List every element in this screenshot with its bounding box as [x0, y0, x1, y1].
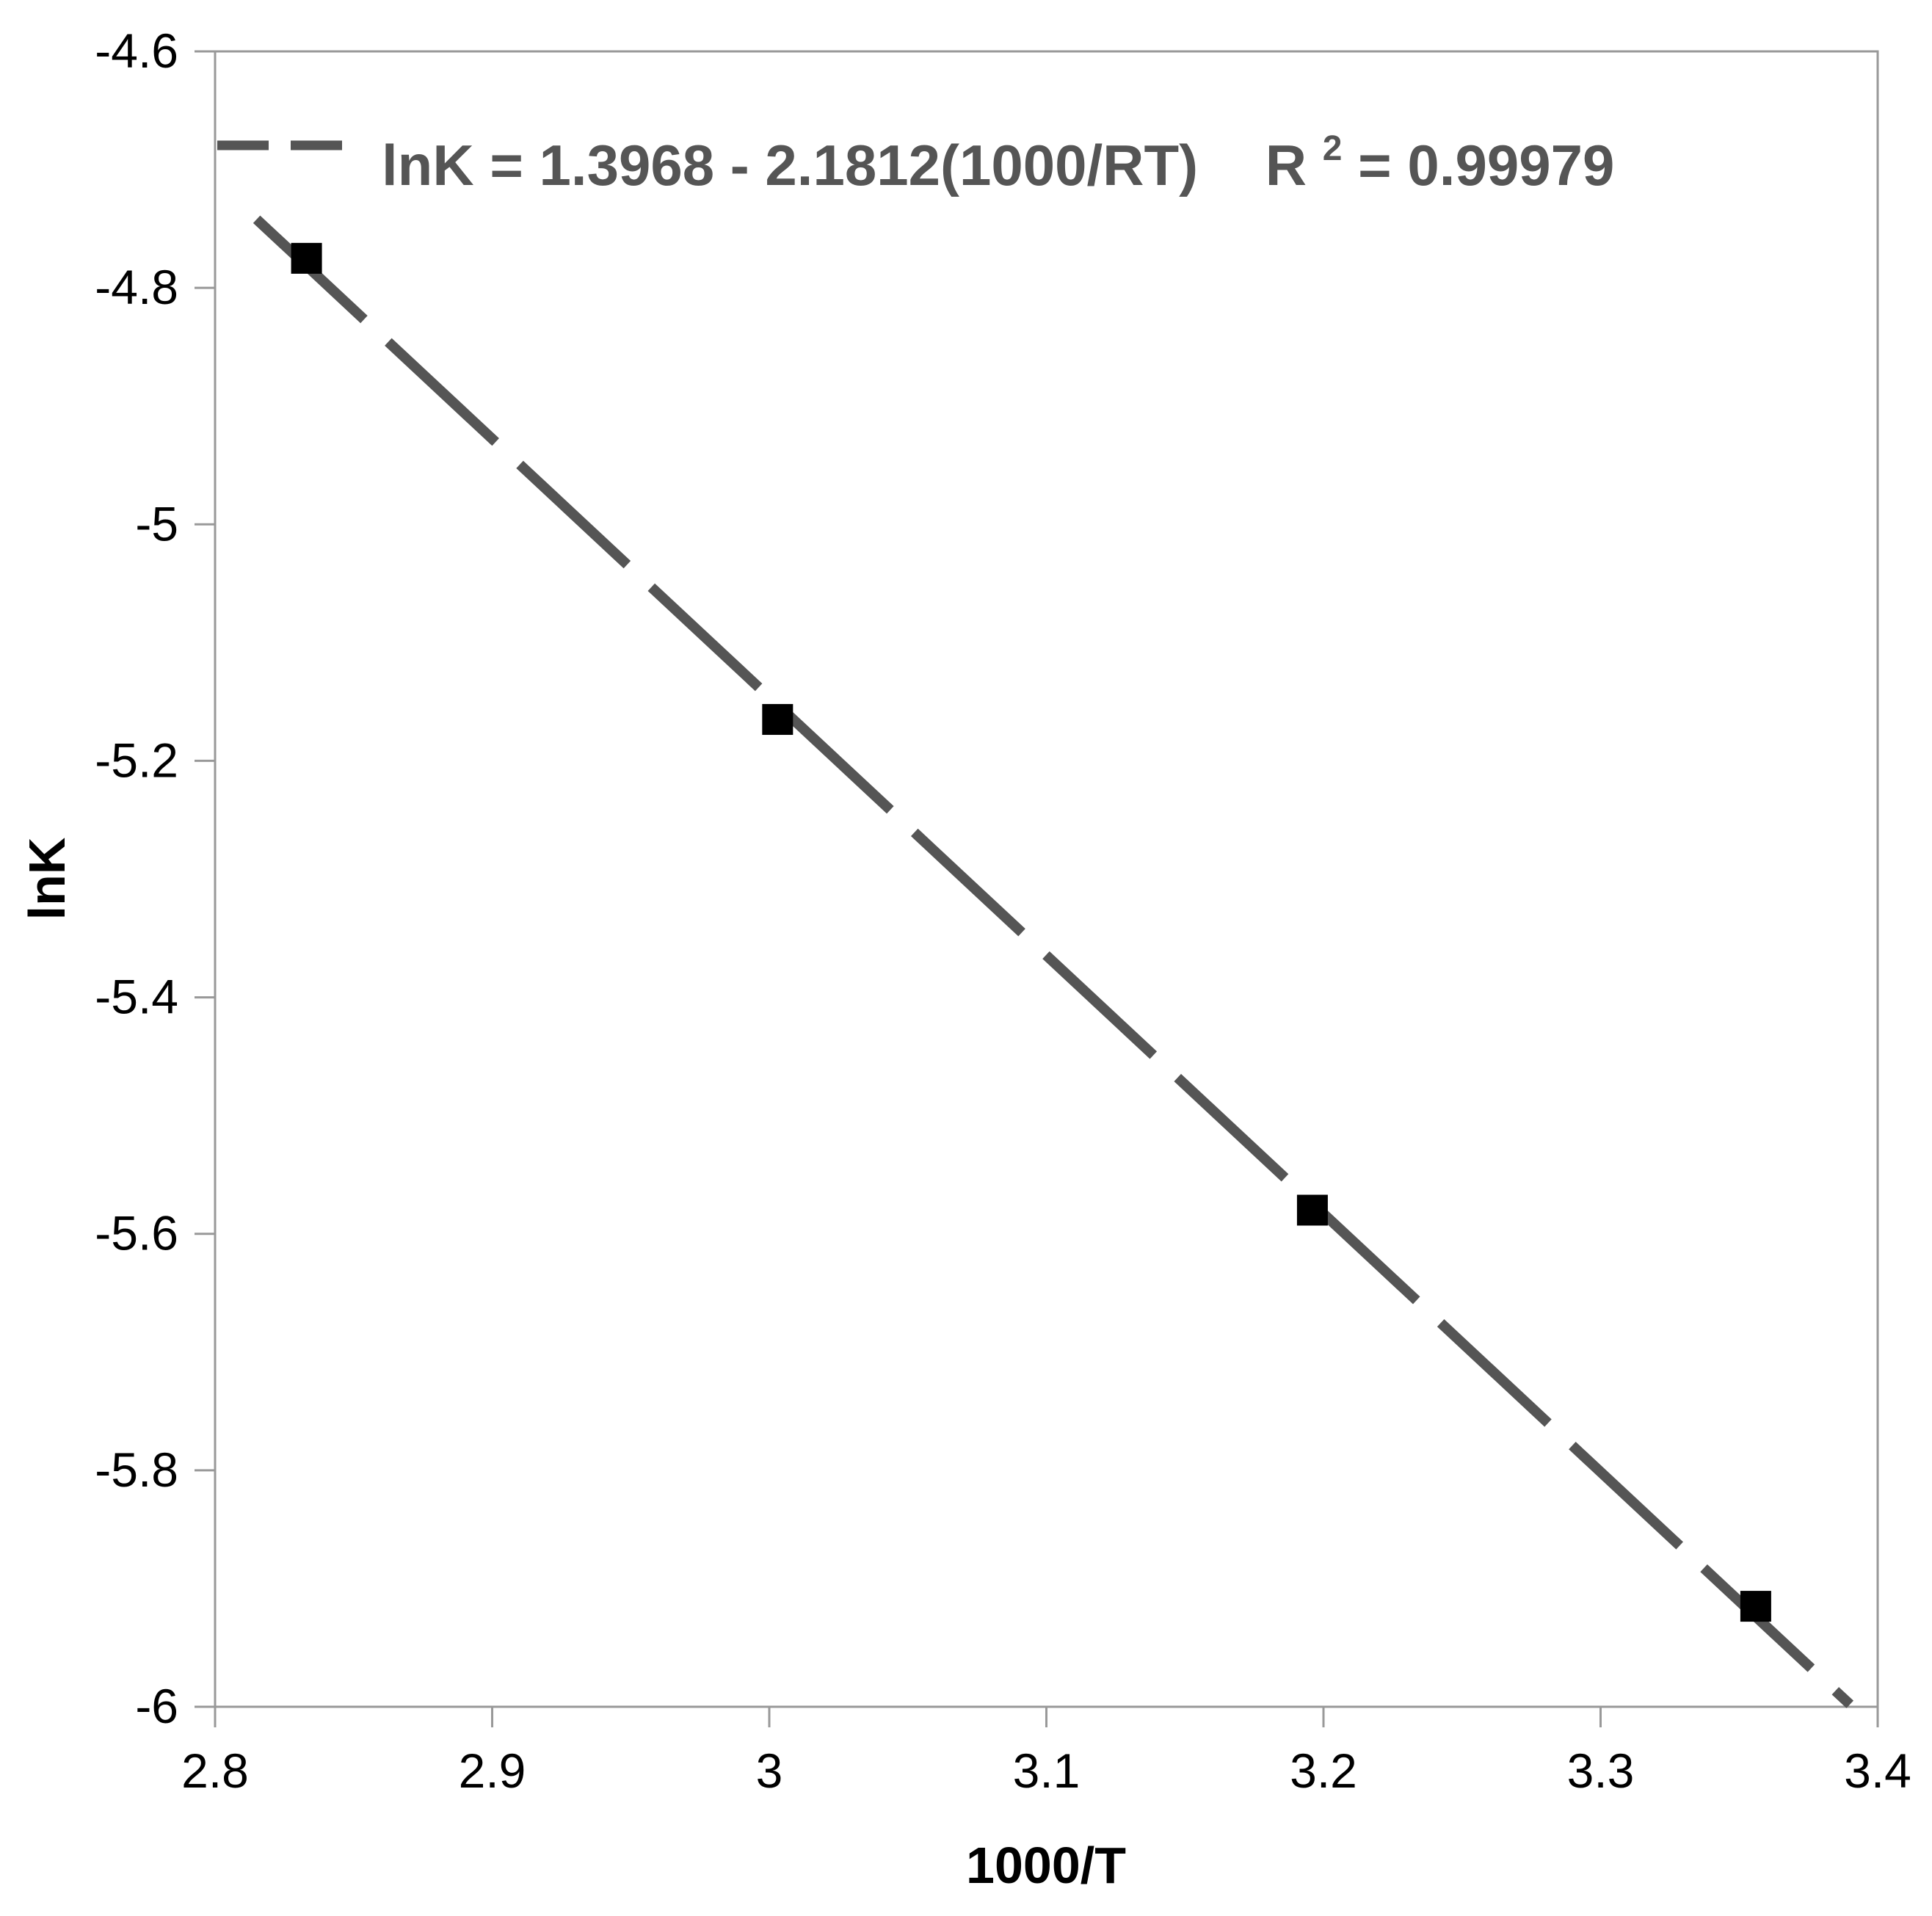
- y-tick-label: -6: [135, 1679, 178, 1733]
- data-point: [1296, 1194, 1328, 1226]
- y-tick-label: -5.2: [95, 733, 178, 787]
- legend-r2-value: = 0.99979: [1358, 133, 1614, 197]
- fit-line: [253, 215, 1854, 1708]
- fit-line-layer: [253, 215, 1854, 1708]
- y-tick-label: -5.4: [95, 970, 178, 1024]
- x-tick-label: 3.1: [1013, 1743, 1081, 1798]
- y-axis-title: lnK: [18, 838, 76, 921]
- legend-equation: lnK = 1.3968 - 2.1812(1000/RT): [382, 133, 1198, 197]
- legend-r2-superscript: 2: [1323, 129, 1343, 168]
- data-point: [762, 704, 794, 736]
- x-tick-label: 3.2: [1290, 1743, 1357, 1798]
- x-tick-label: 2.8: [181, 1743, 249, 1798]
- data-point: [1740, 1591, 1771, 1622]
- y-tick-label: -5: [135, 496, 178, 551]
- x-tick-label: 2.9: [459, 1743, 526, 1798]
- svg-text:lnK = 1.3968 - 2.1812(1000/RT): lnK = 1.3968 - 2.1812(1000/RT) R 2 = 0.9…: [382, 108, 1614, 197]
- y-tick-label: -5.8: [95, 1443, 178, 1497]
- x-tick-label: 3.4: [1844, 1743, 1911, 1798]
- data-points-layer: [291, 242, 1771, 1622]
- y-tick-label: -4.8: [95, 260, 178, 314]
- data-point: [291, 242, 322, 274]
- legend-r2-label: R: [1265, 133, 1307, 197]
- y-axis-ticks: -4.6 -4.8 -5 -5.2 -5.4 -5.6 -5.8 -6: [95, 23, 215, 1733]
- y-tick-label: -5.6: [95, 1206, 178, 1260]
- x-axis-ticks: 2.8 2.9 3 3.1 3.2 3.3 3.4: [181, 1707, 1911, 1798]
- plot-frame: [214, 50, 1879, 1708]
- x-axis-title: 1000/T: [966, 1837, 1126, 1894]
- y-tick-label: -4.6: [95, 23, 178, 78]
- x-tick-label: 3.3: [1567, 1743, 1635, 1798]
- x-tick-label: 3: [756, 1743, 783, 1798]
- legend: lnK = 1.3968 - 2.1812(1000/RT) R 2 = 0.9…: [217, 108, 1614, 197]
